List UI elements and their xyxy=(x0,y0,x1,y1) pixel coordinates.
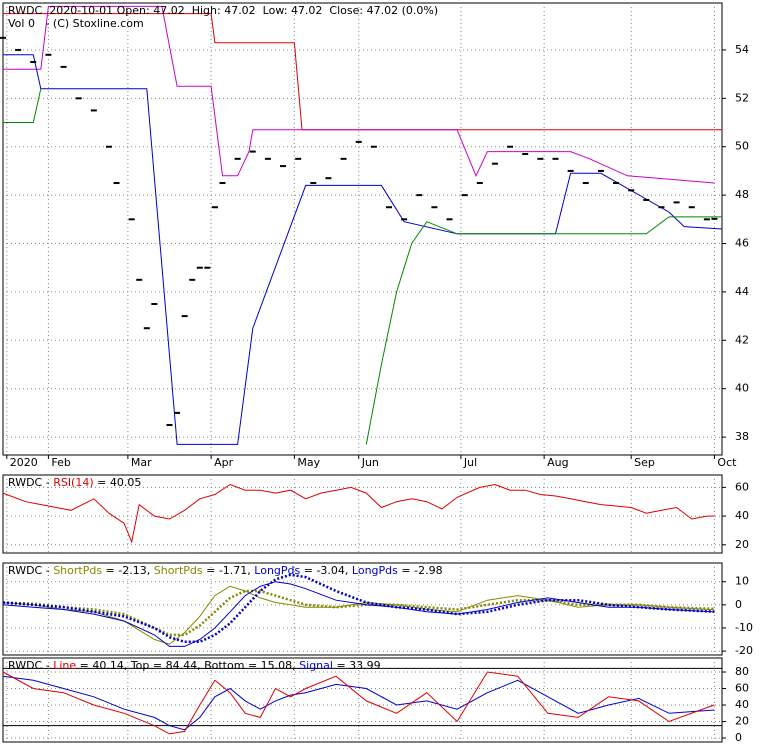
y-tick-label: 60 xyxy=(735,682,749,695)
panel-frame xyxy=(2,657,723,743)
series-line xyxy=(2,675,715,731)
y-tick-label: 60 xyxy=(735,480,749,493)
panel-header: RWDC - RSI(14) = 40.05 xyxy=(8,476,141,489)
header-text: Top xyxy=(130,659,150,672)
y-tick-label: -20 xyxy=(735,644,753,657)
x-tick-label: Sep xyxy=(634,456,655,469)
header-text: = 40.05 xyxy=(94,476,142,489)
x-tick-label: Feb xyxy=(51,456,70,469)
series-line xyxy=(3,54,723,445)
header-text: ShortPds xyxy=(154,564,203,577)
header-text: RWDC - xyxy=(8,564,53,577)
header-text: = 40.14, xyxy=(76,659,131,672)
x-tick-label: Aug xyxy=(547,456,568,469)
y-tick-label: 40 xyxy=(735,698,749,711)
x-tick-label: Oct xyxy=(717,456,737,469)
y-tick-label: 46 xyxy=(735,237,749,250)
panel-header: RWDC - Line = 40.14, Top = 84.44, Bottom… xyxy=(8,659,381,672)
series-line xyxy=(2,589,715,637)
y-tick-label: 54 xyxy=(735,43,749,56)
x-tick-label: Jun xyxy=(361,456,379,469)
header-text: = 33.99 xyxy=(333,659,381,672)
header-text: Signal xyxy=(299,659,333,672)
y-tick-label: 80 xyxy=(735,665,749,678)
header-text: RWDC - xyxy=(8,476,53,489)
x-tick-label: May xyxy=(297,456,320,469)
header-text: = 15.08, xyxy=(244,659,299,672)
x-tick-label: Apr xyxy=(214,456,234,469)
y-tick-label: 38 xyxy=(735,430,749,443)
x-tick-label: Jul xyxy=(463,456,477,469)
y-tick-label: 40 xyxy=(735,382,749,395)
y-tick-label: 0 xyxy=(735,731,742,744)
x-tick-label: Mar xyxy=(131,456,152,469)
header-text: = -3.04, xyxy=(300,564,352,577)
panel-frame xyxy=(2,2,723,456)
y-tick-label: 52 xyxy=(735,91,749,104)
series-line xyxy=(2,585,715,645)
header-text: Bottom xyxy=(204,659,244,672)
y-tick-label: 50 xyxy=(735,140,749,153)
header-text: = -2.98 xyxy=(398,564,443,577)
header-text: ShortPds xyxy=(53,564,102,577)
header-text: LongPds xyxy=(352,564,398,577)
series-line xyxy=(2,573,715,644)
y-tick-label: 40 xyxy=(735,509,749,522)
header-text: RWDC - xyxy=(8,659,53,672)
header-text: LongPds xyxy=(254,564,300,577)
x-tick-label: 2020 xyxy=(10,456,38,469)
header-text: = -1.71, xyxy=(203,564,255,577)
y-tick-label: -10 xyxy=(735,621,753,634)
panel-header: RWDC 2020-10-01 Open: 47.02 High: 47.02 … xyxy=(8,4,438,17)
series-line xyxy=(3,88,722,445)
panel-header: Vol 0 - (C) Stoxline.com xyxy=(8,17,144,30)
panel-frame xyxy=(2,562,723,656)
y-tick-label: 44 xyxy=(735,285,749,298)
header-text: RSI(14) xyxy=(53,476,93,489)
series-line xyxy=(2,671,715,735)
y-tick-label: 20 xyxy=(735,538,749,551)
panel-header: RWDC - ShortPds = -2.13, ShortPds = -1.7… xyxy=(8,564,443,577)
y-tick-label: 20 xyxy=(735,715,749,728)
y-tick-label: 10 xyxy=(735,575,749,588)
y-tick-label: 0 xyxy=(735,598,742,611)
y-tick-label: 48 xyxy=(735,188,749,201)
header-text: Line xyxy=(53,659,76,672)
header-text: = -2.13, xyxy=(102,564,154,577)
header-text: RWDC 2020-10-01 Open: 47.02 High: 47.02 … xyxy=(8,4,438,17)
header-text: Vol 0 - (C) Stoxline.com xyxy=(8,17,144,30)
series-line xyxy=(2,483,715,544)
series-line xyxy=(3,5,715,184)
header-text: = 84.44, xyxy=(149,659,204,672)
panel-frame xyxy=(2,474,723,554)
y-tick-label: 42 xyxy=(735,333,749,346)
